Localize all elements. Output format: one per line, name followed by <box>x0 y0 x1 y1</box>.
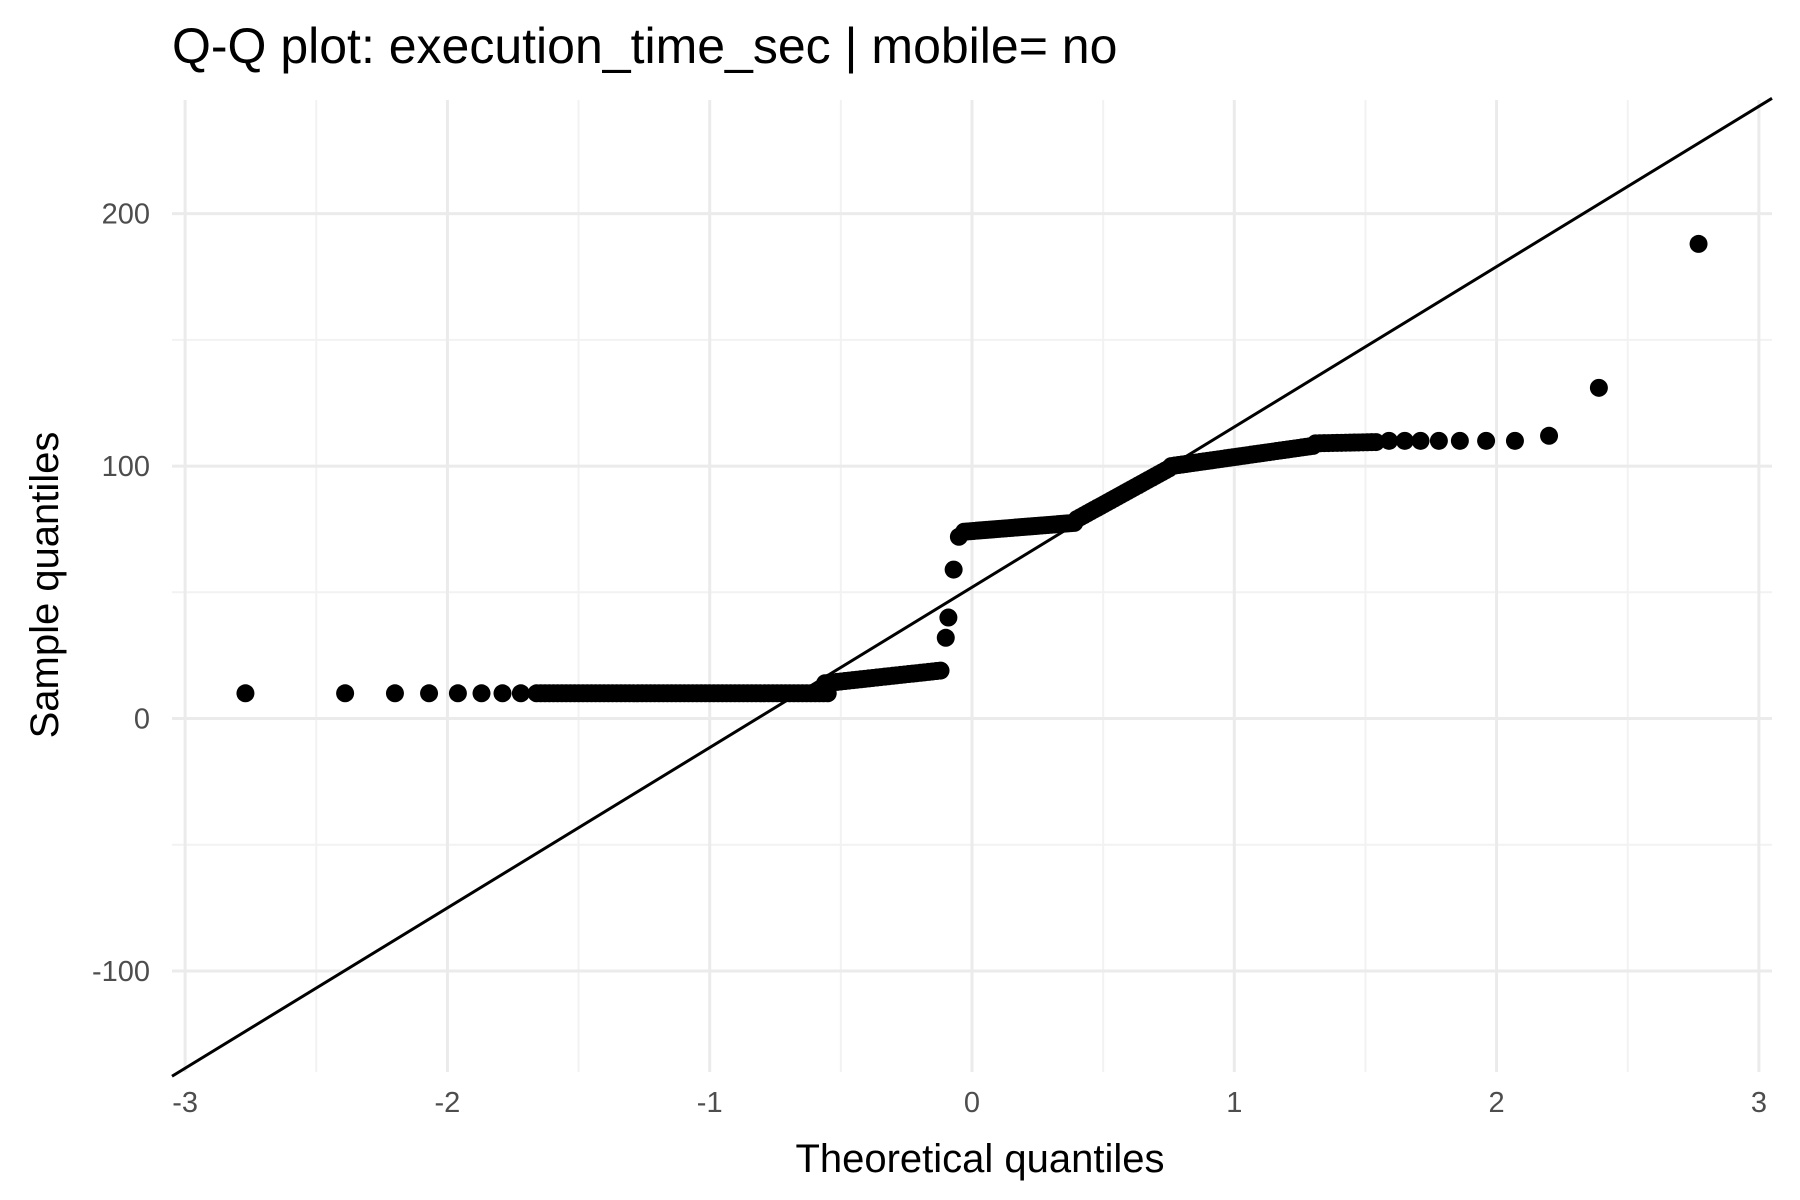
x-tick-label: 3 <box>1751 1087 1767 1119</box>
data-point <box>939 608 958 627</box>
data-point <box>944 560 963 579</box>
x-tick-label: 1 <box>1226 1087 1242 1119</box>
x-tick-label: 2 <box>1489 1087 1505 1119</box>
x-tick-label: 0 <box>964 1087 980 1119</box>
data-point <box>1689 234 1708 253</box>
y-tick-label: -100 <box>92 956 150 988</box>
data-point <box>1540 426 1559 445</box>
x-tick-labels: -3 -2 -1 0 1 2 3 <box>172 1087 1767 1119</box>
x-tick-label: -2 <box>435 1087 461 1119</box>
y-tick-label: 100 <box>102 451 150 483</box>
x-tick-label: -3 <box>172 1087 198 1119</box>
data-point <box>1380 431 1399 450</box>
data-point <box>1429 431 1448 450</box>
data-point <box>511 684 530 703</box>
data-point <box>1589 378 1608 397</box>
y-tick-label: 200 <box>102 199 150 231</box>
data-point <box>1411 431 1430 450</box>
y-axis-title: Sample quantiles <box>23 432 67 739</box>
reference-line-group <box>171 97 1773 1078</box>
data-point <box>420 684 439 703</box>
data-point <box>936 628 955 647</box>
data-point <box>1505 431 1524 450</box>
data-point <box>385 684 404 703</box>
data-point <box>1366 433 1385 452</box>
data-point <box>1395 431 1414 450</box>
data-point <box>1450 431 1469 450</box>
chart-title: Q-Q plot: execution_time_sec | mobile= n… <box>172 18 1117 74</box>
y-tick-label: 0 <box>134 704 150 736</box>
data-point <box>336 684 355 703</box>
x-axis-title: Theoretical quantiles <box>795 1137 1164 1181</box>
data-point <box>472 684 491 703</box>
data-point <box>236 684 255 703</box>
data-point <box>493 684 512 703</box>
data-points <box>236 234 1708 703</box>
data-point <box>1477 431 1496 450</box>
data-point <box>448 684 467 703</box>
x-tick-label: -1 <box>697 1087 723 1119</box>
reference-line <box>171 97 1773 1078</box>
y-tick-labels: -100 0 100 200 <box>92 199 150 988</box>
data-point <box>931 661 950 680</box>
